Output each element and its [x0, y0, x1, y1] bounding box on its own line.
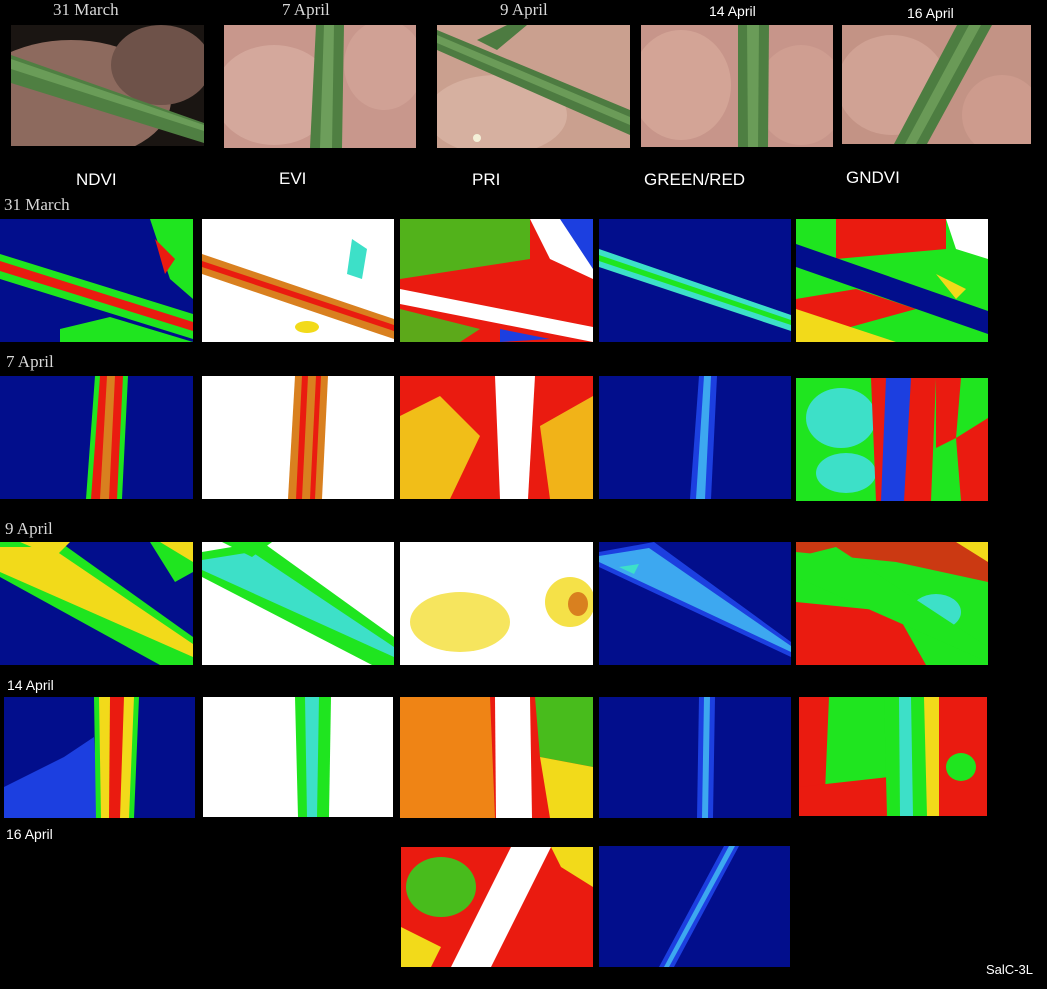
stem-photo	[641, 25, 833, 147]
pri-map	[400, 697, 593, 818]
gndvi-map	[799, 697, 987, 816]
photo-date-label: 9 April	[500, 0, 548, 19]
pri-map	[400, 542, 593, 665]
gndvi-map	[796, 219, 988, 342]
stem-photo	[224, 25, 416, 148]
stem-photo	[842, 25, 1031, 144]
evi-map	[202, 376, 394, 499]
ndvi-map	[0, 219, 193, 342]
stem-photo	[437, 25, 630, 148]
gndvi-map	[796, 542, 988, 665]
green-red-map	[599, 219, 791, 342]
row-date-label: 7 April	[6, 352, 54, 371]
green-red-map	[599, 697, 791, 818]
photo-date-label: 14 April	[709, 3, 756, 19]
pri-map	[400, 376, 593, 499]
gndvi-map	[796, 378, 988, 501]
column-header: EVI	[279, 169, 307, 188]
evi-map	[202, 542, 394, 665]
stem-photo	[11, 25, 204, 146]
column-header: GNDVI	[846, 168, 900, 187]
ndvi-map	[0, 376, 193, 499]
evi-map	[203, 697, 393, 817]
column-header: PRI	[472, 170, 501, 189]
ndvi-map	[4, 697, 195, 818]
green-red-map	[599, 846, 790, 967]
row-date-label: 9 April	[5, 519, 53, 538]
pri-map	[401, 847, 593, 967]
green-red-map	[599, 542, 791, 665]
photo-date-label: 31 March	[53, 0, 119, 19]
column-header: NDVI	[76, 170, 117, 189]
sample-label: SalC-3L	[986, 962, 1033, 977]
green-red-map	[599, 376, 791, 499]
column-header: GREEN/RED	[644, 170, 746, 189]
row-date-label: 31 March	[4, 195, 70, 214]
evi-map	[202, 219, 394, 342]
pri-map	[400, 219, 593, 342]
row-date-label: 14 April	[7, 677, 54, 693]
row-date-label: 16 April	[6, 826, 53, 842]
ndvi-map	[0, 542, 193, 665]
photo-date-label: 7 April	[282, 0, 330, 19]
photo-date-label: 16 April	[907, 5, 954, 21]
